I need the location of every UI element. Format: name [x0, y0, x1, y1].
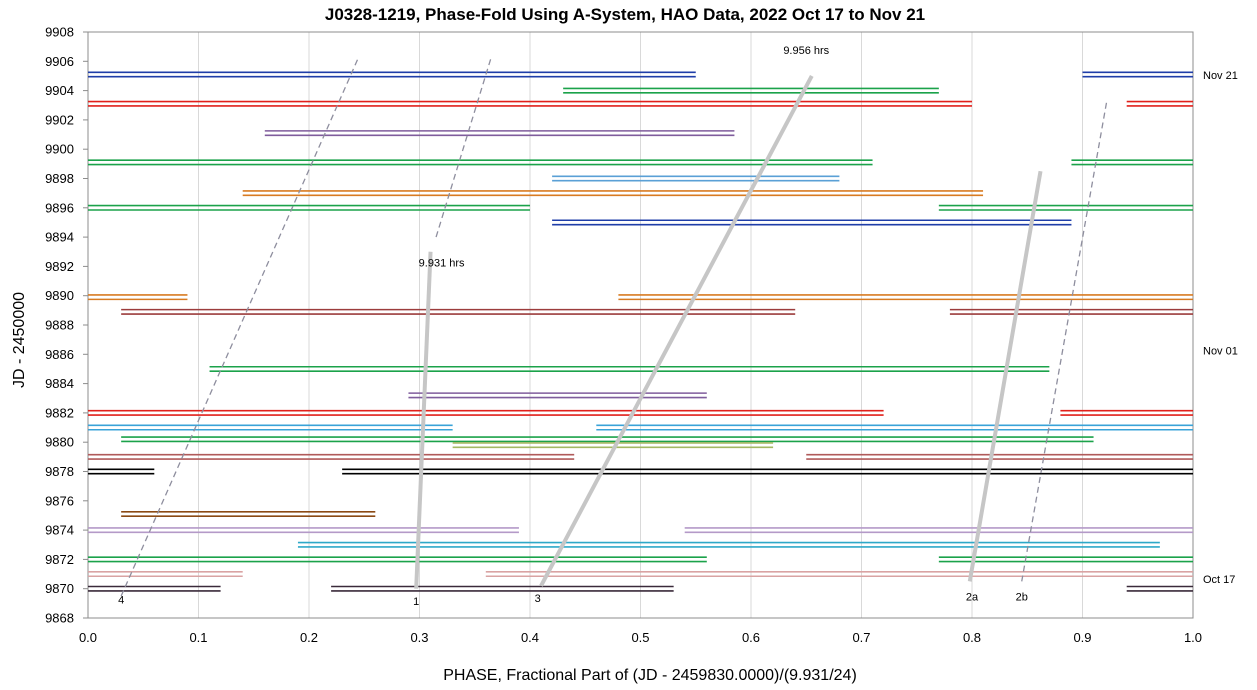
x-tick-label: 0.0: [79, 630, 97, 645]
x-tick-label: 1.0: [1184, 630, 1202, 645]
date-label: Nov 21: [1203, 70, 1238, 82]
y-tick-label: 9904: [45, 83, 74, 98]
y-tick-label: 9908: [45, 25, 74, 40]
x-axis-title: PHASE, Fractional Part of (JD - 2459830.…: [443, 667, 857, 684]
date-label: Oct 17: [1203, 574, 1235, 586]
annotation-label: 9.956 hrs: [783, 45, 829, 57]
x-tick-label: 0.6: [742, 630, 760, 645]
plot-area: 0.0 0.1 0.2 0.3 0.4 0.5 0.6 0.7 0.8 0.9 1.0 9868 987…: [45, 25, 1238, 646]
y-tick-label: 9894: [45, 230, 74, 245]
trend-line: [539, 75, 814, 587]
x-tick-label: 0.4: [521, 630, 539, 645]
date-label: Nov 01: [1203, 345, 1238, 357]
y-tick-label: 9882: [45, 405, 74, 420]
chart-title: J0328-1219, Phase-Fold Using A-System, H…: [325, 5, 925, 24]
annotation-label: 2a: [966, 591, 979, 603]
annotation-label: 2b: [1016, 591, 1028, 603]
y-tick-label: 9876: [45, 493, 74, 508]
annotation-label: 9.931 hrs: [419, 257, 465, 269]
trend-line: [435, 56, 492, 238]
x-tick-label: 0.7: [852, 630, 870, 645]
plot-frame: [87, 31, 1194, 619]
annotation-label: 4: [118, 594, 124, 606]
y-tick-label: 9900: [45, 142, 74, 157]
y-tick-label: 9880: [45, 435, 74, 450]
trend-line: [120, 56, 360, 597]
x-tick-label: 0.5: [631, 630, 649, 645]
annotation-label: 3: [535, 593, 541, 605]
y-tick-label: 9898: [45, 171, 74, 186]
y-tick-label: 9868: [45, 611, 74, 626]
y-tick-label: 9902: [45, 112, 74, 127]
y-tick-label: 9892: [45, 259, 74, 274]
y-tick-label: 9896: [45, 200, 74, 215]
y-tick-label: 9886: [45, 347, 74, 362]
y-tick-label: 9906: [45, 54, 74, 69]
x-tick-label: 0.1: [189, 630, 207, 645]
y-tick-label: 9874: [45, 523, 74, 538]
x-tick-label: 0.2: [300, 630, 318, 645]
x-tick-label: 0.8: [963, 630, 981, 645]
y-axis-title: JD - 2450000: [11, 292, 28, 388]
y-tick-label: 9888: [45, 318, 74, 333]
y-tick-label: 9872: [45, 552, 74, 567]
x-tick-label: 0.3: [410, 630, 428, 645]
y-tick-label: 9890: [45, 288, 74, 303]
trend-line: [967, 170, 1043, 582]
y-tick-label: 9878: [45, 464, 74, 479]
annotation-label: 1: [413, 596, 419, 608]
y-tick-label: 9884: [45, 376, 74, 391]
x-tick-label: 0.9: [1073, 630, 1091, 645]
trend-line: [1021, 100, 1108, 582]
trend-line: [414, 251, 433, 589]
y-tick-label: 9870: [45, 581, 74, 596]
